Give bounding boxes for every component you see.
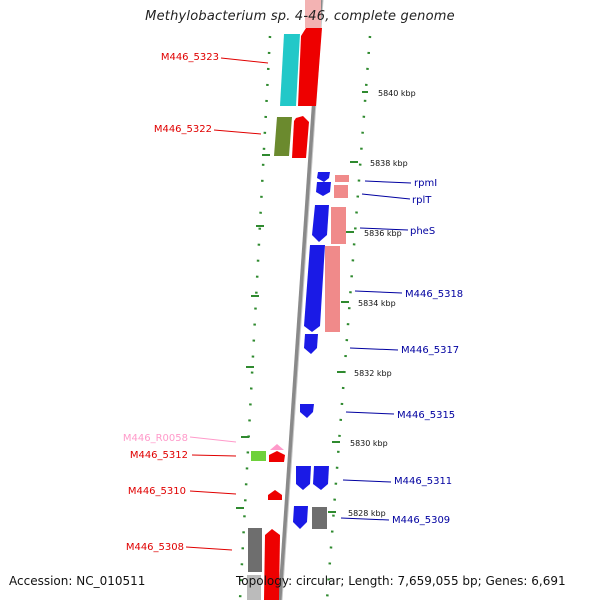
feature-block[interactable] xyxy=(305,0,321,28)
scale-label: 5836 kbp xyxy=(364,229,402,238)
gene-label-m446-5310[interactable]: M446_5310 xyxy=(128,486,186,497)
gene-block-m446-5318[interactable] xyxy=(304,245,325,332)
leader-line xyxy=(342,479,392,483)
gene-block-m446-5318-pink[interactable] xyxy=(325,246,340,332)
gene-block-m446-5311[interactable] xyxy=(296,466,311,490)
gene-block-m446-5322[interactable] xyxy=(292,116,309,158)
gene-block-m446-5323-cyan[interactable] xyxy=(280,34,300,106)
leader-line xyxy=(185,546,233,551)
map-title: Methylobacterium sp. 4-46, complete geno… xyxy=(145,9,455,24)
gene-block-rpmi[interactable] xyxy=(317,172,330,182)
gene-label-m446-5323[interactable]: M446_5323 xyxy=(161,52,219,63)
gene-block-phes-pink[interactable] xyxy=(331,207,346,244)
gene-block-m446-5317[interactable] xyxy=(304,334,318,354)
scale-label: 5834 kbp xyxy=(358,299,396,308)
scale-label: 5830 kbp xyxy=(350,439,388,448)
gene-block-m446-5309-gray[interactable] xyxy=(312,507,327,529)
gene-block-m446-5312-green[interactable] xyxy=(251,451,266,461)
gene-label-m446-5311[interactable]: M446_5311 xyxy=(394,476,452,487)
leader-line xyxy=(349,347,399,351)
gene-label-m446-5309[interactable]: M446_5309 xyxy=(392,515,450,526)
leader-line xyxy=(189,436,237,443)
gene-block-rplt-pink[interactable] xyxy=(334,185,348,198)
gene-block-m446-5312[interactable] xyxy=(269,451,285,462)
scale-label: 5828 kbp xyxy=(348,509,386,518)
gene-block-m446-r0058[interactable] xyxy=(270,444,284,450)
gene-label-rpmi[interactable]: rpmI xyxy=(414,178,437,189)
gene-label-rplt[interactable]: rplT xyxy=(412,195,432,206)
gene-label-m446-5312[interactable]: M446_5312 xyxy=(130,450,188,461)
scale-label: 5832 kbp xyxy=(354,369,392,378)
gene-block-m446-5308-gray[interactable] xyxy=(248,528,262,572)
gene-block-m446-5315[interactable] xyxy=(300,404,314,418)
scale-label: 5838 kbp xyxy=(370,159,408,168)
leader-line xyxy=(345,411,395,415)
leader-line xyxy=(220,57,269,64)
gene-label-m446-5322[interactable]: M446_5322 xyxy=(154,124,212,135)
gene-label-m446-5315[interactable]: M446_5315 xyxy=(397,410,455,421)
gene-label-m446-r0058[interactable]: M446_R0058 xyxy=(123,433,188,444)
gene-label-m446-5318[interactable]: M446_5318 xyxy=(405,289,463,300)
leader-line xyxy=(361,193,411,200)
gene-block-m446-5311-b[interactable] xyxy=(313,466,329,490)
leader-line xyxy=(364,180,412,184)
leader-line xyxy=(359,227,409,231)
gene-block-m446-5309[interactable] xyxy=(293,506,308,529)
gene-label-m446-5308[interactable]: M446_5308 xyxy=(126,542,184,553)
scale-label: 5840 kbp xyxy=(378,89,416,98)
gene-block-m446-5322-green[interactable] xyxy=(274,117,292,156)
gene-block-rpmi-pink[interactable] xyxy=(335,175,349,182)
scale-ring-inner xyxy=(238,35,272,601)
gene-block-m446-5308[interactable] xyxy=(264,529,280,600)
gene-label-phes[interactable]: pheS xyxy=(410,226,435,237)
leader-line xyxy=(189,490,237,495)
genome-summary-text: Topology: circular; Length: 7,659,055 bp… xyxy=(236,574,566,588)
gene-block-rplt[interactable] xyxy=(316,182,331,196)
leader-line xyxy=(354,290,403,294)
accession-text: Accession: NC_010511 xyxy=(9,574,146,588)
leader-line xyxy=(191,454,237,457)
feature-block[interactable] xyxy=(247,575,261,600)
leader-line xyxy=(213,129,262,135)
gene-block-phes[interactable] xyxy=(312,205,329,242)
gene-block-m446-5323[interactable] xyxy=(298,28,322,106)
leader-line xyxy=(340,517,390,521)
gene-label-m446-5317[interactable]: M446_5317 xyxy=(401,345,459,356)
gene-block-m446-5310[interactable] xyxy=(268,490,282,500)
